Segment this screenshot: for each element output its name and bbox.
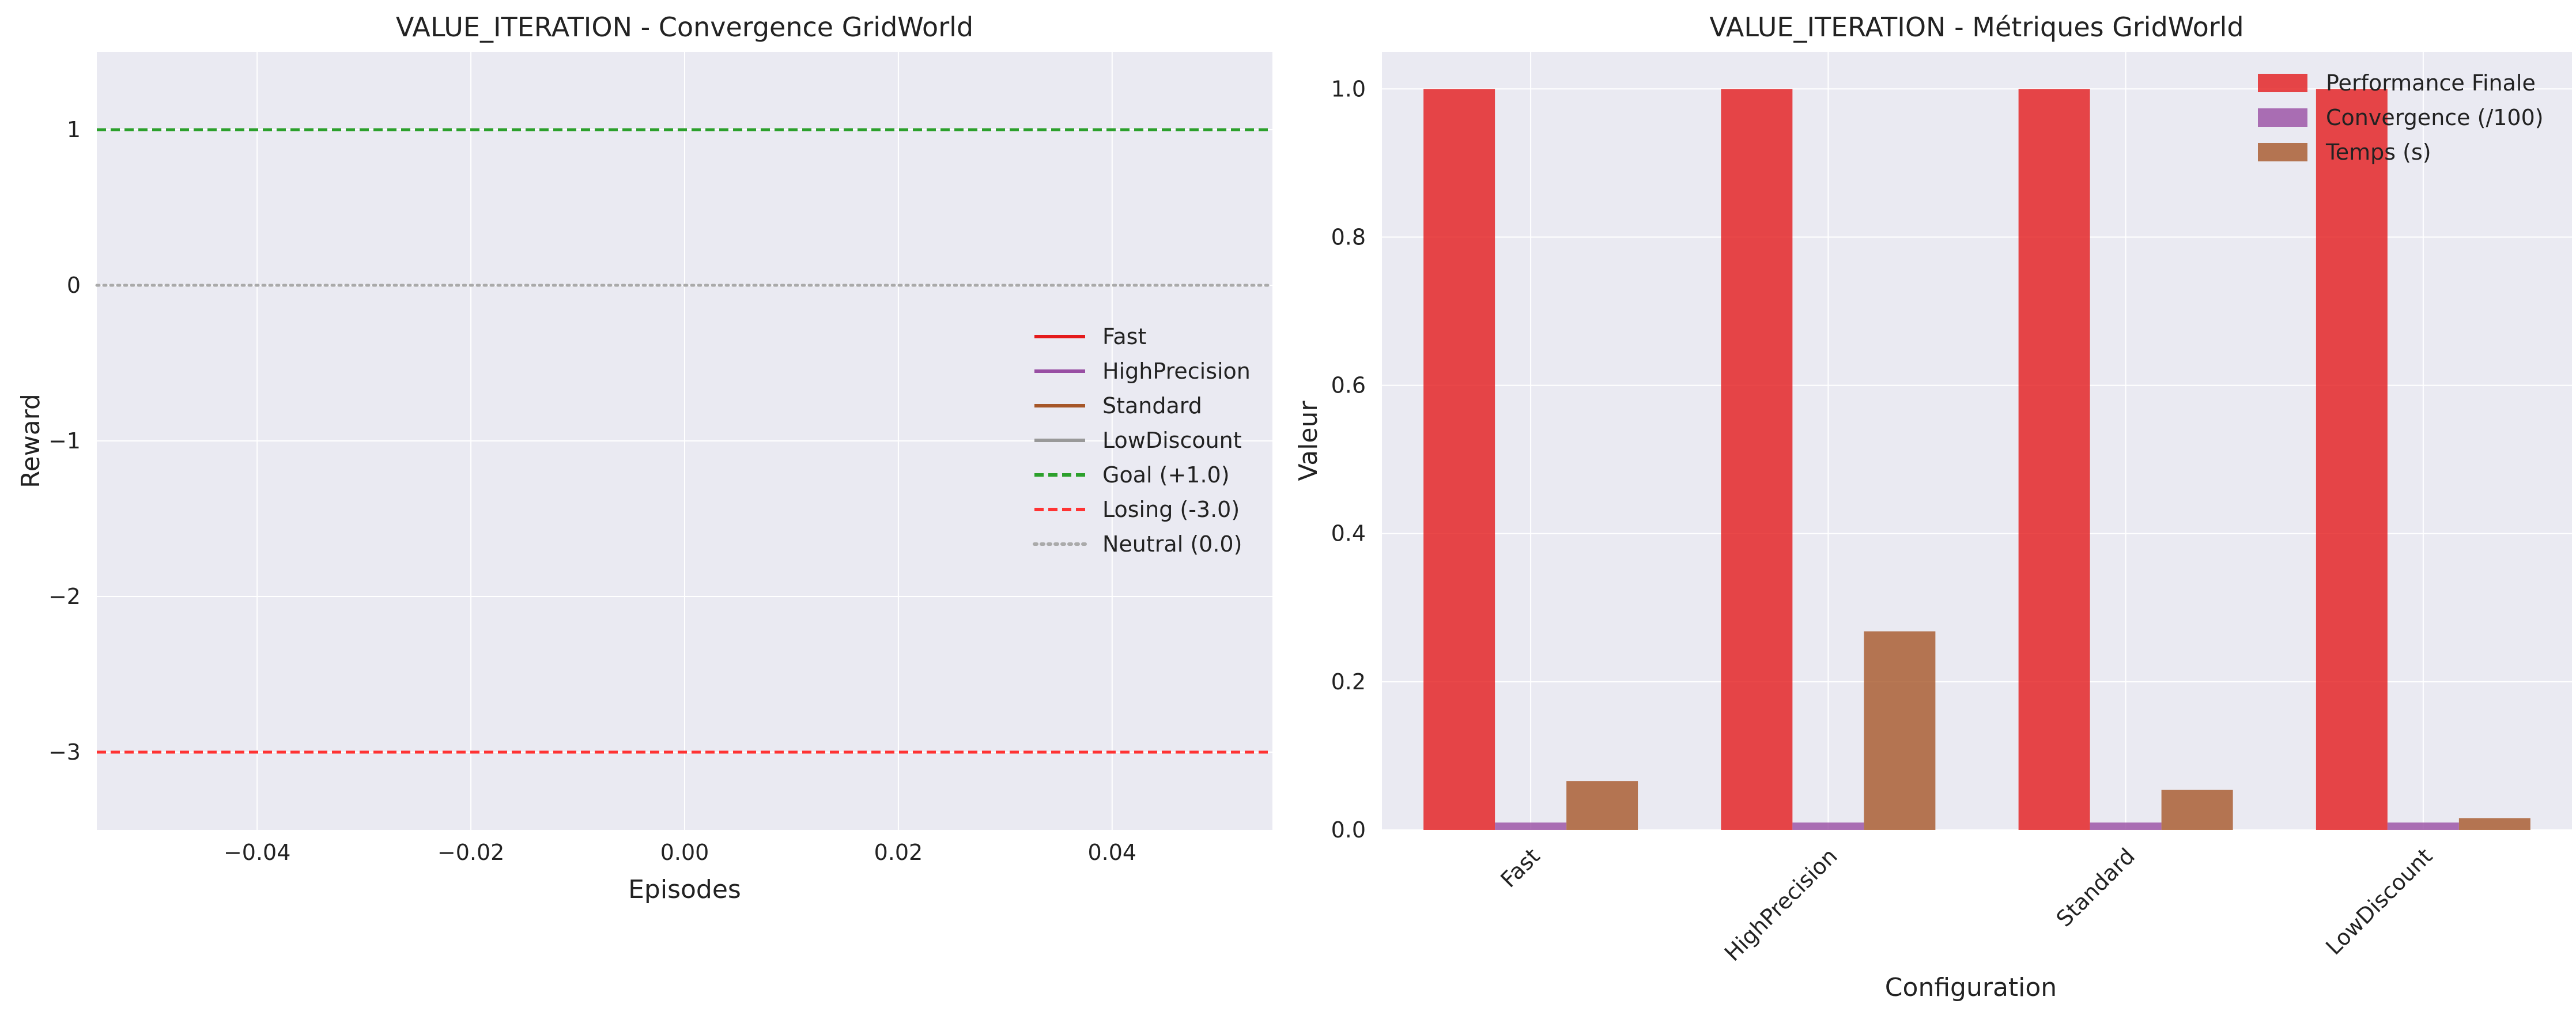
bar	[2018, 89, 2090, 830]
metrics-y-ticks: 0.0 0.2 0.4 0.6 0.8 1.0	[1331, 76, 1366, 843]
legend-label: Standard	[1102, 393, 1202, 418]
metrics-bars	[1423, 89, 2530, 830]
x-tick-label: Standard	[2052, 843, 2140, 931]
bar	[2458, 818, 2530, 830]
legend-label: HighPrecision	[1102, 358, 1251, 384]
y-tick-label: 0	[67, 273, 81, 298]
bar	[1495, 822, 1567, 830]
metrics-legend: Performance Finale Convergence (/100) Temp…	[2258, 70, 2544, 165]
bar	[2090, 822, 2162, 830]
y-tick-label: 0.0	[1331, 817, 1366, 843]
convergence-reference-lines	[95, 128, 1274, 754]
legend-label: Temps (s)	[2325, 139, 2431, 165]
legend-label: Performance Finale	[2326, 70, 2536, 96]
convergence-legend: Fast HighPrecision Standard LowDiscount Goal…	[1033, 324, 1251, 557]
x-tick-label: 0.02	[874, 840, 923, 865]
x-tick-label: 0.04	[1088, 840, 1137, 865]
metrics-chart: Fast HighPrecision Standard LowDiscount 0.0…	[1294, 12, 2572, 1002]
legend-label: Losing (-3.0)	[1102, 497, 1240, 522]
y-tick-label: 0.6	[1331, 373, 1366, 398]
y-tick-label: 0.2	[1331, 669, 1366, 695]
convergence-x-ticks: −0.04 −0.02 0.00 0.02 0.04	[224, 840, 1136, 865]
bar	[1721, 89, 1793, 830]
x-tick-label: LowDiscount	[2321, 843, 2437, 960]
metrics-title: VALUE_ITERATION - Métriques GridWorld	[1709, 12, 2243, 43]
y-tick-label: 0.8	[1331, 224, 1366, 250]
x-tick-label: −0.02	[437, 840, 504, 865]
legend-label: LowDiscount	[1102, 428, 1242, 453]
x-tick-label: −0.04	[224, 840, 290, 865]
legend-swatch	[2258, 74, 2307, 92]
bar	[2387, 822, 2459, 830]
convergence-y-ticks: 1 0 −1 −2 −3	[48, 117, 81, 765]
bar	[1423, 89, 1495, 830]
y-tick-label: −3	[48, 739, 81, 765]
legend-swatch	[2258, 108, 2307, 127]
convergence-chart: −0.04 −0.02 0.00 0.02 0.04 1 0 −1 −2 −3 VALUE_IT…	[16, 12, 1274, 904]
metrics-x-ticks: Fast HighPrecision Standard LowDiscount	[1495, 843, 2437, 966]
legend-swatch	[2258, 143, 2307, 161]
legend-label: Fast	[1102, 324, 1146, 349]
x-tick-label: 0.00	[660, 840, 709, 865]
y-tick-label: −1	[48, 428, 81, 454]
y-tick-label: −2	[48, 584, 81, 609]
bar	[1864, 631, 1936, 830]
x-tick-label: HighPrecision	[1720, 843, 1842, 966]
convergence-title: VALUE_ITERATION - Convergence GridWorld	[396, 12, 973, 43]
y-tick-label: 0.4	[1331, 521, 1366, 546]
y-tick-label: 1.0	[1331, 76, 1366, 101]
x-tick-label: Fast	[1495, 843, 1544, 892]
metrics-plot-area	[1382, 52, 2572, 830]
bar	[1566, 781, 1638, 830]
y-tick-label: 1	[67, 117, 81, 142]
metrics-x-axis-label: Configuration	[1885, 973, 2057, 1002]
legend-label: Neutral (0.0)	[1102, 531, 1242, 557]
convergence-x-axis-label: Episodes	[628, 875, 741, 904]
convergence-y-axis-label: Reward	[16, 394, 46, 488]
bar	[1792, 822, 1864, 830]
metrics-y-axis-label: Valeur	[1294, 401, 1323, 481]
bar	[2316, 89, 2388, 830]
legend-label: Goal (+1.0)	[1102, 462, 1230, 488]
legend-label: Convergence (/100)	[2326, 105, 2544, 130]
bar	[2161, 790, 2233, 830]
